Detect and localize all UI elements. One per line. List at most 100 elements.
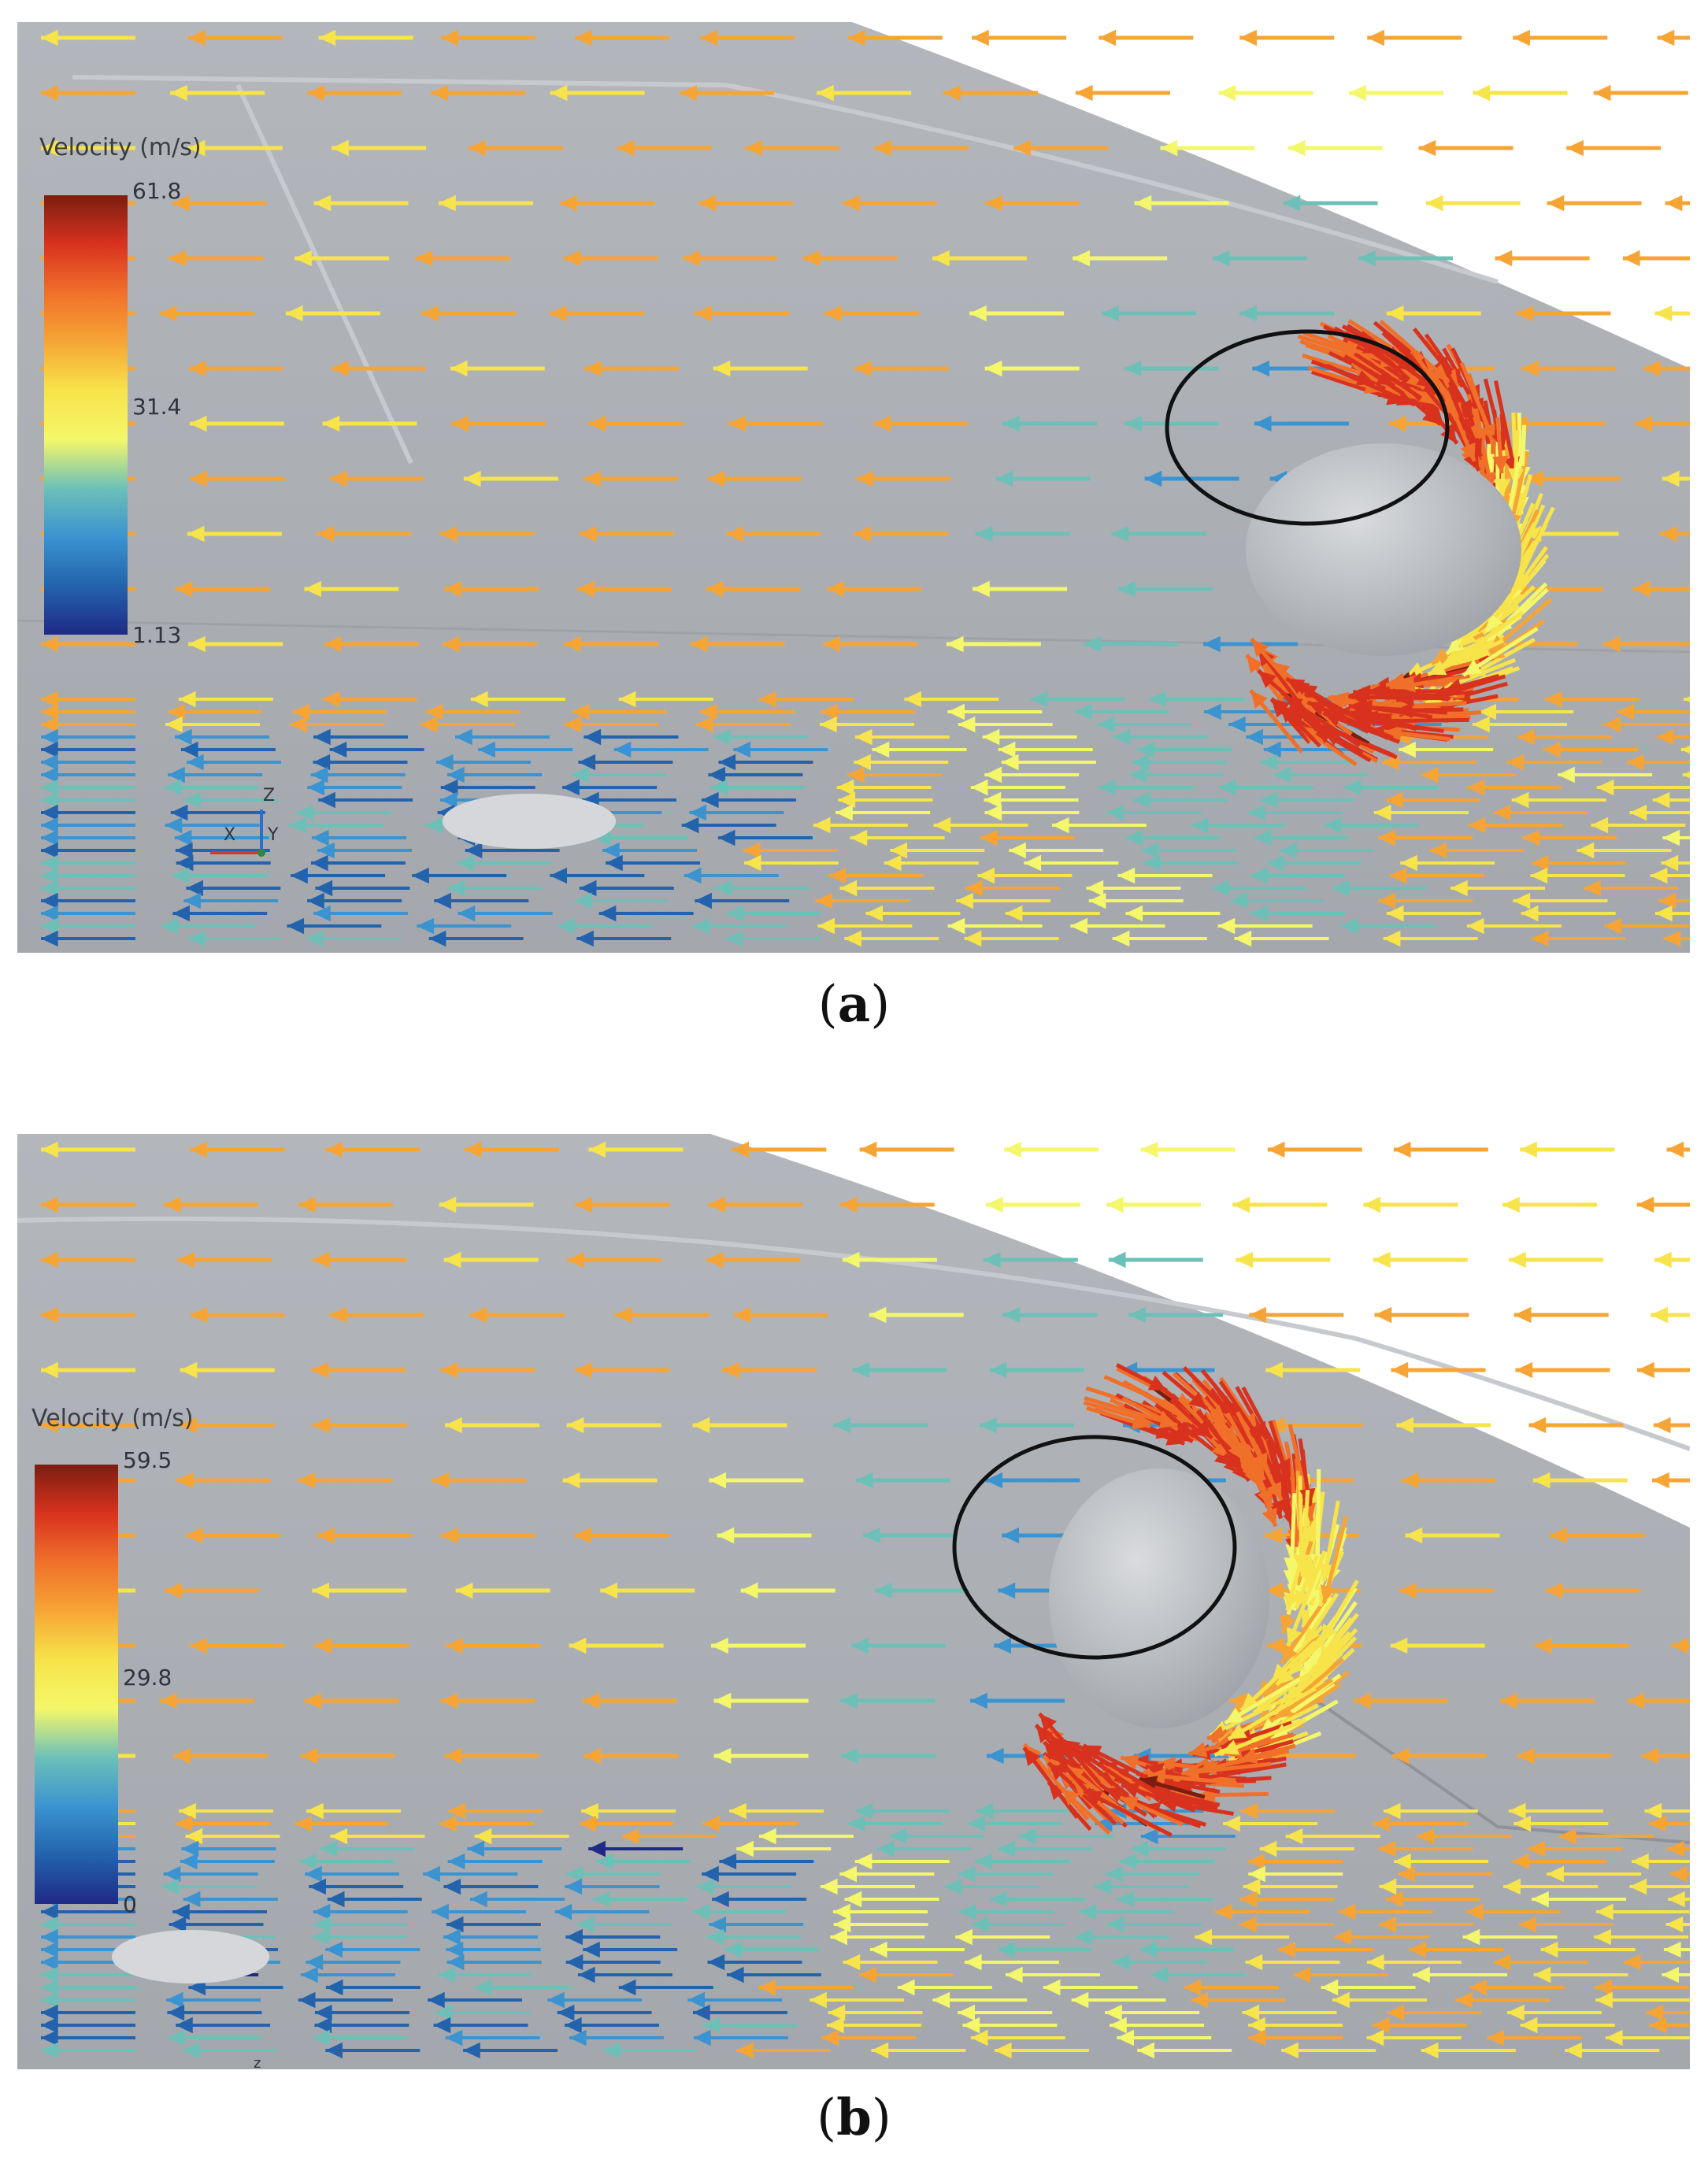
velocity-vector-head bbox=[41, 2004, 58, 2021]
velocity-vector-head bbox=[440, 1692, 458, 1709]
velocity-vector-head bbox=[1520, 2017, 1538, 2034]
velocity-vector-head bbox=[1124, 415, 1142, 432]
velocity-vector-head bbox=[187, 525, 205, 543]
velocity-vector-head bbox=[41, 892, 58, 909]
velocity-vector-head bbox=[1632, 580, 1651, 598]
velocity-vector-head bbox=[1400, 854, 1417, 872]
velocity-vector-head bbox=[320, 1840, 338, 1857]
velocity-vector-head bbox=[684, 867, 702, 884]
velocity-vector-head bbox=[1363, 1196, 1381, 1213]
velocity-vector-head bbox=[876, 1840, 895, 1857]
velocity-vector-head bbox=[1662, 470, 1680, 487]
velocity-vector-head bbox=[1075, 84, 1093, 102]
velocity-vector-head bbox=[985, 1196, 1003, 1213]
velocity-vector-head bbox=[175, 1815, 193, 1832]
velocity-vector-head bbox=[1097, 716, 1115, 733]
velocity-vector-head bbox=[1319, 1562, 1336, 1582]
velocity-vector-head bbox=[821, 2029, 839, 2046]
velocity-vector-head bbox=[439, 791, 458, 809]
velocity-vector-head bbox=[976, 1802, 994, 1820]
velocity-vector-head bbox=[985, 1472, 1003, 1489]
velocity-vector-head bbox=[1368, 683, 1386, 700]
velocity-vector-head bbox=[424, 817, 443, 834]
velocity-vector-head bbox=[1409, 1941, 1427, 1958]
velocity-vector-field bbox=[41, 1141, 1690, 2059]
velocity-vector-head bbox=[1532, 1472, 1551, 1489]
velocity-vector-head bbox=[554, 1903, 572, 1920]
velocity-vector-head bbox=[1374, 1306, 1392, 1324]
velocity-vector-head bbox=[1267, 1141, 1285, 1158]
velocity-vector-head bbox=[1644, 1802, 1662, 1820]
legend-max-label: 61.8 bbox=[132, 178, 182, 204]
velocity-vector-head bbox=[176, 2017, 193, 2034]
velocity-vector-head bbox=[188, 635, 206, 653]
velocity-vector-head bbox=[844, 930, 861, 947]
velocity-vector-head bbox=[1074, 703, 1092, 720]
velocity-vector-head bbox=[956, 892, 973, 909]
velocity-vector-head bbox=[1513, 29, 1530, 46]
velocity-vector-head bbox=[713, 360, 731, 377]
velocity-vector-head bbox=[1394, 1853, 1411, 1870]
panel-a-scene bbox=[17, 22, 1690, 953]
velocity-vector-head bbox=[1331, 691, 1350, 708]
velocity-vector-head bbox=[995, 470, 1013, 487]
velocity-vector-head bbox=[1506, 2004, 1525, 2021]
velocity-vector-head bbox=[1181, 1763, 1200, 1780]
velocity-vector-head bbox=[964, 930, 982, 947]
velocity-vector-head bbox=[982, 728, 1000, 746]
velocity-vector-head bbox=[998, 741, 1016, 758]
velocity-vector-head bbox=[1405, 1527, 1423, 1544]
velocity-vector-head bbox=[1530, 867, 1548, 884]
velocity-vector-head bbox=[1074, 1928, 1092, 1946]
velocity-vector-head bbox=[1349, 84, 1366, 102]
velocity-vector-head bbox=[1250, 867, 1268, 884]
velocity-vector-head bbox=[183, 892, 201, 909]
velocity-vector-head bbox=[317, 842, 335, 859]
velocity-vector-head bbox=[1118, 580, 1136, 598]
velocity-vector-head bbox=[1513, 1815, 1532, 1832]
velocity-vector-head bbox=[1140, 1828, 1158, 1845]
velocity-vector-head bbox=[584, 360, 602, 377]
velocity-vector-head bbox=[839, 880, 858, 897]
velocity-vector-head bbox=[172, 194, 190, 212]
velocity-vector-head bbox=[41, 1941, 58, 1958]
wheel-fairing bbox=[112, 1930, 269, 1983]
velocity-vector-head bbox=[975, 1853, 992, 1870]
velocity-vector-head bbox=[1158, 1413, 1178, 1428]
velocity-vector-head bbox=[1184, 1979, 1201, 1996]
velocity-vector-head bbox=[1593, 84, 1611, 102]
velocity-vector-head bbox=[606, 854, 623, 872]
velocity-vector-head bbox=[1280, 842, 1298, 859]
velocity-vector-head bbox=[1605, 2029, 1623, 2046]
velocity-vector-head bbox=[567, 1251, 584, 1269]
velocity-vector-head bbox=[1024, 1747, 1041, 1766]
velocity-vector-head bbox=[965, 880, 983, 897]
velocity-vector-head bbox=[1473, 84, 1491, 102]
velocity-vector-head bbox=[729, 1802, 747, 1820]
velocity-vector-head bbox=[163, 1865, 181, 1883]
velocity-vector-head bbox=[1451, 880, 1468, 897]
velocity-vector-head bbox=[190, 1306, 208, 1324]
velocity-vector-head bbox=[1522, 829, 1539, 846]
velocity-vector-head bbox=[1393, 1141, 1411, 1158]
velocity-vector-head bbox=[1460, 442, 1476, 461]
velocity-vector-head bbox=[1105, 1865, 1123, 1883]
velocity-vector-head bbox=[1385, 791, 1403, 809]
velocity-vector-head bbox=[1646, 2004, 1664, 2021]
velocity-vector-head bbox=[41, 691, 58, 708]
velocity-vector-head bbox=[186, 754, 204, 771]
velocity-vector-head bbox=[1469, 1979, 1488, 1996]
velocity-vector-head bbox=[584, 1747, 601, 1765]
window-edge-line bbox=[17, 1216, 1690, 1451]
velocity-vector-head bbox=[1413, 1966, 1430, 1983]
velocity-vector-head bbox=[575, 1196, 593, 1213]
velocity-vector-head bbox=[1293, 1966, 1311, 1983]
velocity-vector-head bbox=[167, 2004, 185, 2021]
velocity-vector-head bbox=[856, 470, 873, 487]
velocity-vector-head bbox=[1602, 635, 1621, 653]
velocity-vector-head bbox=[1629, 804, 1647, 821]
velocity-vector-head bbox=[717, 829, 735, 846]
legend-title: Velocity (m/s) bbox=[31, 1405, 194, 1432]
velocity-vector-head bbox=[984, 791, 1002, 809]
velocity-vector-head bbox=[1547, 1865, 1564, 1883]
